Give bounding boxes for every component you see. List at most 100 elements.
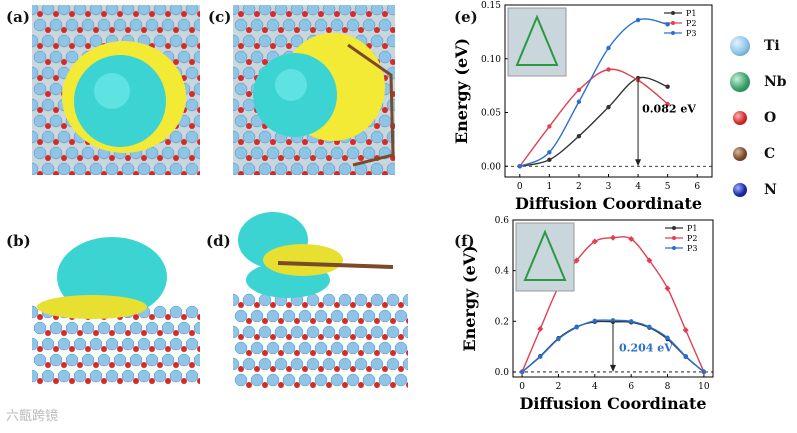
data-point-p1 [576,133,582,139]
structure-image-c-svg [233,5,395,175]
data-point-p3 [683,354,688,359]
x-tick-label: 3 [606,182,612,192]
structure-image-d [233,205,408,390]
legend-label-c: C [764,146,776,162]
atom-legend: Ti Nb O C N [722,28,797,208]
structure-image-a [32,5,200,175]
data-point-p1 [606,104,611,110]
y-tick-label: 0.15 [481,1,501,11]
series-line-p1 [519,76,668,167]
y-tick-label: 0.2 [495,317,509,327]
x-tick-label: 0 [519,382,525,392]
panel-label-a: (a) [6,8,30,26]
panel-label-e: (e) [454,8,478,26]
y-axis-label: Energy (eV) [460,245,479,351]
y-tick-label: 0.6 [495,216,510,226]
legend-text: P3 [687,244,697,253]
legend-marker [672,236,676,240]
barrier-arrow-head [610,364,616,372]
data-point-p1 [547,157,552,162]
legend-row-c: C [722,136,797,172]
data-point-p3 [592,318,598,323]
legend-marker [671,21,675,25]
data-point-p2 [606,67,611,72]
data-point-p2 [665,101,670,107]
data-point-p2 [664,285,671,292]
legend-marker [671,31,675,35]
legend-row-o: O [722,100,797,136]
data-point-p3 [665,22,670,27]
x-tick-label: 6 [628,382,634,392]
data-point-p3 [610,318,616,323]
legend-label-nb: Nb [764,74,787,90]
data-point-p3 [635,17,641,23]
x-tick-label: 10 [698,382,710,392]
chart-e: 0 1 2 3 4 5 6 0.00 0.05 0.10 0.15 Diffusion Coordin… [455,1,713,210]
barrier-arrow-head [635,159,642,167]
plot-frame [512,219,714,378]
data-point-p3 [547,150,552,155]
c-atom-icon [733,147,747,161]
data-point-p2 [576,87,582,93]
data-point-p3 [606,45,611,51]
data-point-p2 [646,257,653,264]
data-point-p3 [701,369,707,375]
data-point-p3 [665,335,670,340]
x-tick-label: 4 [635,182,641,192]
y-tick-label: 0.00 [481,162,501,172]
data-point-p3 [538,354,543,359]
structure-image-c [233,5,395,175]
x-tick-label: 6 [694,182,700,192]
structure-image-d-svg [233,205,408,390]
legend-text: P2 [686,19,696,28]
y-tick-label: 0.10 [481,55,501,65]
x-axis-label: Diffusion Coordinate [515,194,702,210]
legend-label-n: N [764,182,777,198]
x-axis-label: Diffusion Coordinate [519,394,706,413]
legend-marker [672,226,676,230]
structure-image-b-svg [32,232,200,390]
legend-text: P2 [687,234,697,243]
n-atom-icon [733,183,747,197]
data-point-p2 [591,238,598,245]
x-tick-label: 0 [517,182,523,192]
legend-text: P1 [686,9,696,18]
data-point-p2 [537,325,544,332]
x-tick-label: 2 [556,382,562,392]
watermark: 六甑跨镜 [6,409,59,424]
y-axis-label: Energy (eV) [455,38,471,144]
legend-text: P3 [686,29,696,38]
o-atom-icon [733,111,747,125]
x-tick-label: 4 [592,382,598,392]
x-tick-label: 5 [665,182,671,192]
legend-marker [671,11,675,15]
x-tick-label: 8 [665,382,671,392]
inset-path-outline [515,14,559,66]
structure-image-a-svg [32,5,200,175]
panel-label-d: (d) [206,232,231,250]
structure-image-b [32,232,200,390]
y-tick-label: 0.05 [481,109,501,119]
chart-f: 0 2 4 6 8 10 0.0 0.2 0.4 0.6 Diffusion Coordinate E… [460,216,714,413]
y-tick-label: 0.4 [495,267,510,277]
barrier-annotation-e: 0.082 eV [642,103,696,116]
legend-row-nb: Nb [722,64,797,100]
data-point-p3 [519,369,525,375]
legend-label-o: O [764,110,777,126]
data-point-p3 [576,99,582,104]
data-point-p1 [665,84,670,89]
panel-label-c: (c) [208,8,232,26]
data-point-p3 [574,325,579,330]
data-point-p3 [647,324,652,330]
nb-atom-icon [730,72,750,92]
y-tick-label: 0.0 [495,368,510,378]
data-point-p2 [628,235,635,242]
x-tick-label: 1 [546,182,552,192]
data-point-p2 [682,327,689,334]
panel-label-f: (f) [454,232,475,250]
legend-text: P1 [687,224,697,233]
panel-label-b: (b) [6,232,31,250]
x-tick-label: 2 [576,182,582,192]
data-point-p2 [573,257,580,264]
data-point-p2 [547,124,552,129]
